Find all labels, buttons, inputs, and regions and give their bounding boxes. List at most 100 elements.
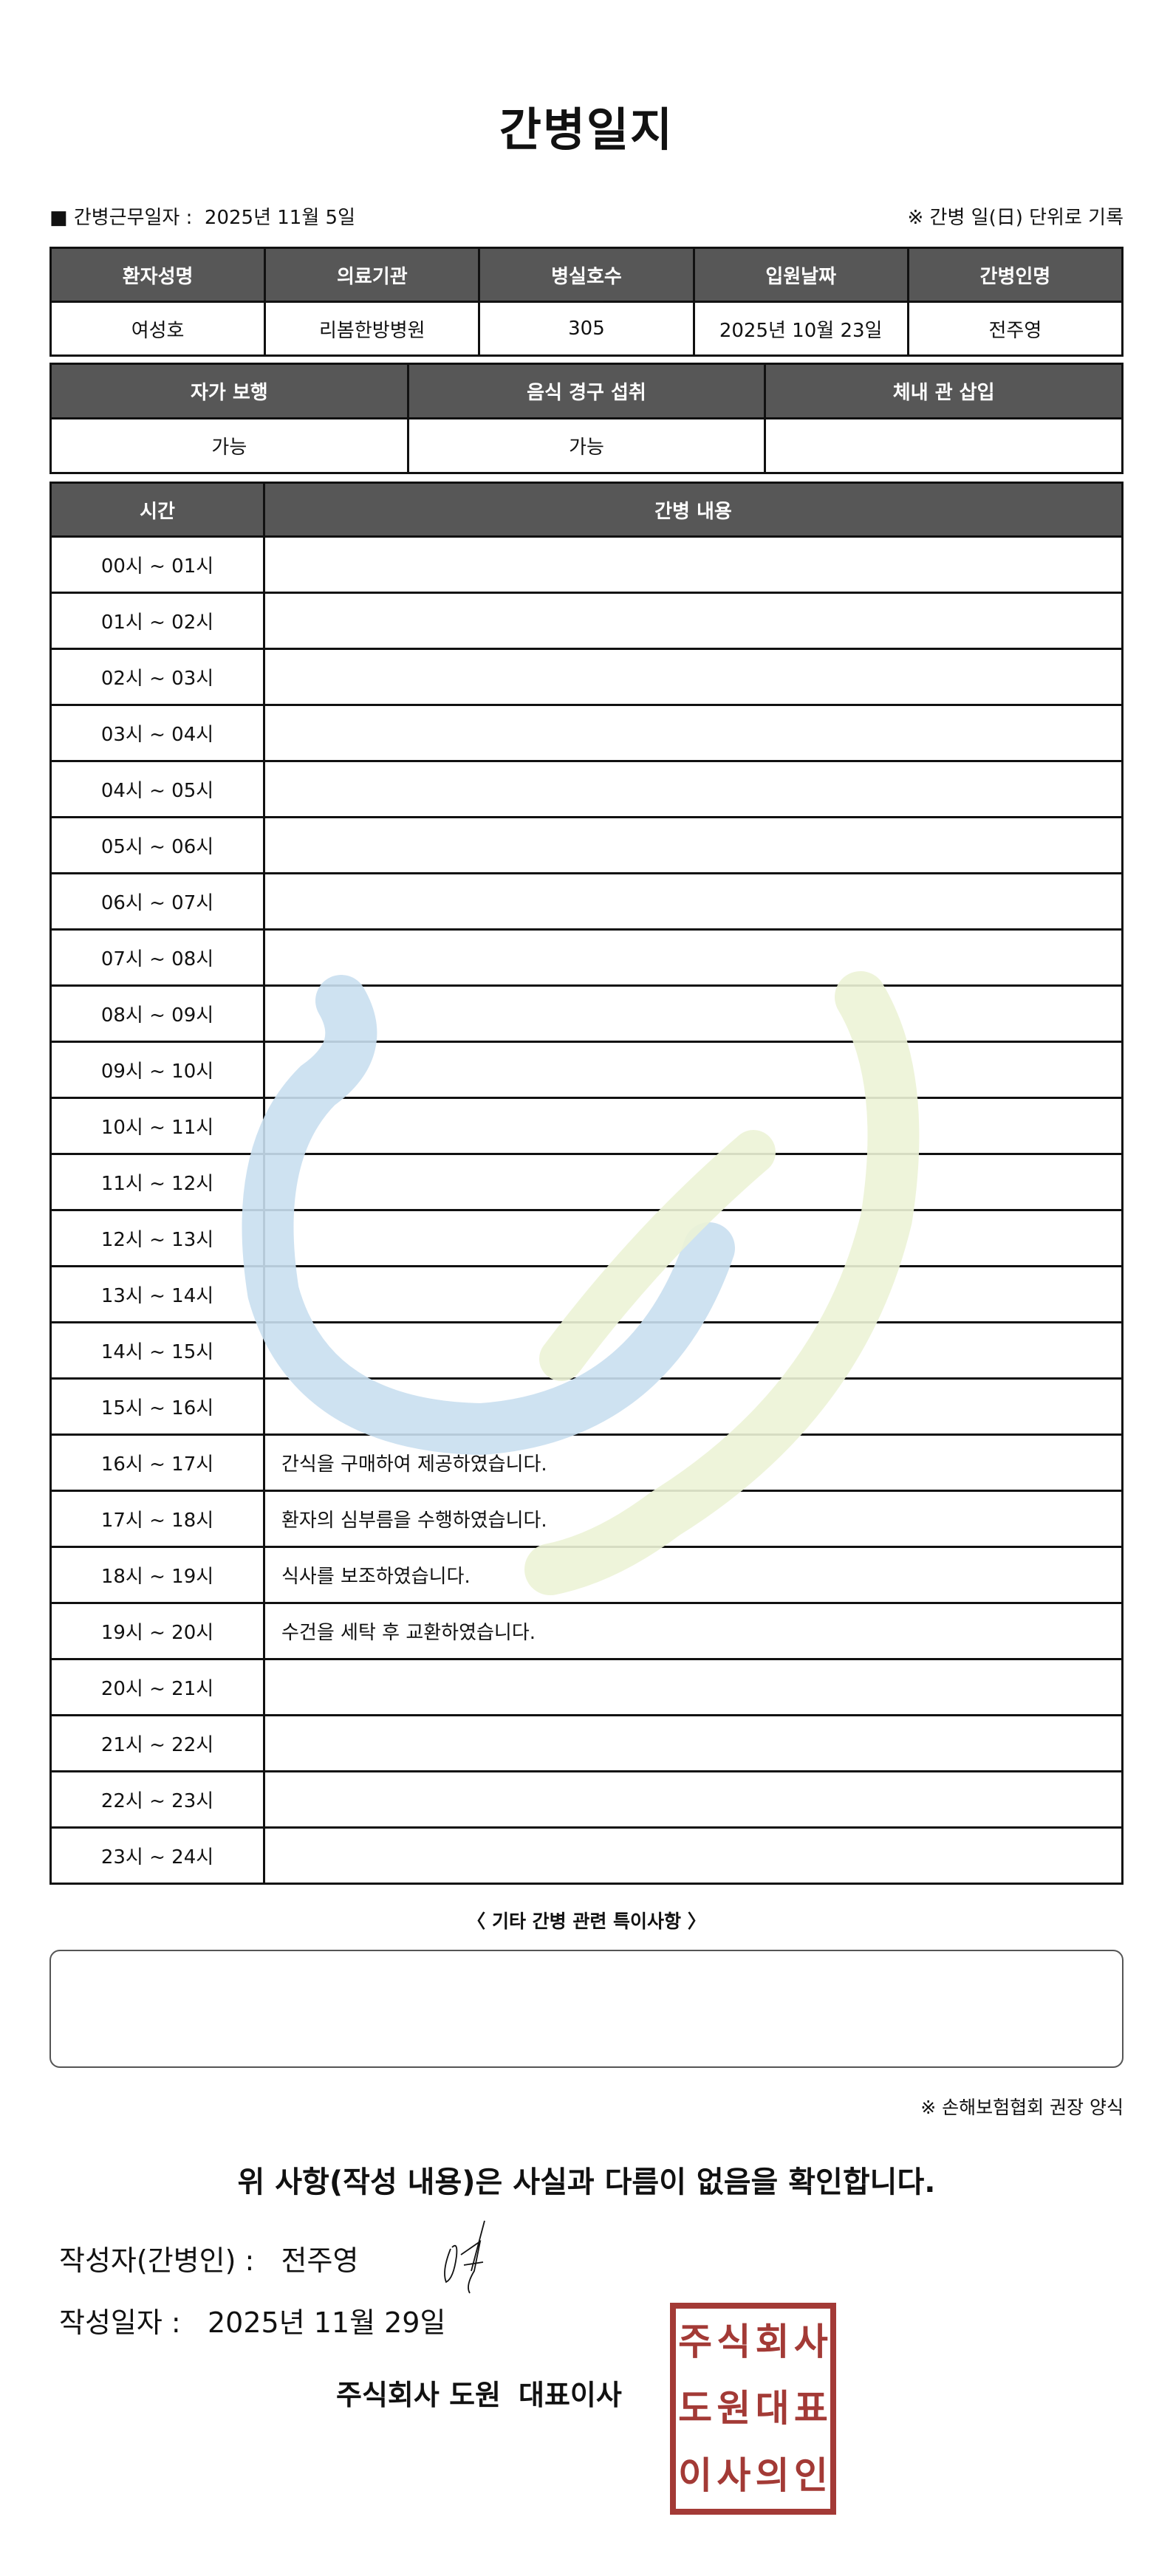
care-content[interactable] bbox=[263, 816, 1124, 874]
care-content[interactable] bbox=[263, 1265, 1124, 1323]
confirmation-statement: 위 사항(작성 내용)은 사실과 다름이 없음을 확인합니다. bbox=[237, 2165, 936, 2199]
care-log-row: 04시 ~ 05시 bbox=[49, 760, 1124, 818]
care-content[interactable] bbox=[263, 592, 1124, 650]
time-slot: 11시 ~ 12시 bbox=[49, 1153, 265, 1211]
stamp-character: 의 bbox=[755, 2453, 790, 2497]
care-content[interactable] bbox=[263, 984, 1124, 1043]
care-log-row: 06시 ~ 07시 bbox=[49, 872, 1124, 931]
oral-intake-status: 가능 bbox=[406, 417, 767, 474]
tube-status bbox=[764, 417, 1124, 474]
care-content[interactable] bbox=[263, 1153, 1124, 1211]
header-hospital: 의료기관 bbox=[264, 247, 481, 303]
stamp-character: 원 bbox=[717, 2387, 751, 2431]
care-content[interactable] bbox=[263, 1321, 1124, 1380]
header-tube: 체내 관 삽입 bbox=[764, 363, 1124, 419]
time-slot: 02시 ~ 03시 bbox=[49, 648, 265, 706]
room-number: 305 bbox=[478, 301, 695, 357]
care-content[interactable] bbox=[263, 1714, 1124, 1772]
care-log-row: 22시 ~ 23시 bbox=[49, 1770, 1124, 1829]
care-log-row: 02시 ~ 03시 bbox=[49, 648, 1124, 706]
time-slot: 19시 ~ 20시 bbox=[49, 1602, 265, 1660]
care-content[interactable] bbox=[263, 1770, 1124, 1829]
care-content[interactable] bbox=[263, 648, 1124, 706]
caregiver-name: 전주영 bbox=[906, 301, 1124, 357]
work-date-value: 2025년 11월 5일 bbox=[204, 207, 355, 229]
header-oral-intake: 음식 경구 섭취 bbox=[406, 363, 767, 419]
care-log-row: 19시 ~ 20시 수건을 세탁 후 교환하였습니다. bbox=[49, 1602, 1124, 1660]
care-log-row: 08시 ~ 09시 bbox=[49, 984, 1124, 1043]
time-slot: 14시 ~ 15시 bbox=[49, 1321, 265, 1380]
writer-name: 전주영 bbox=[281, 2244, 359, 2277]
care-log-row: 09시 ~ 10시 bbox=[49, 1041, 1124, 1099]
care-content[interactable] bbox=[263, 1209, 1124, 1267]
care-content[interactable] bbox=[263, 1041, 1124, 1099]
company-title: 대표이사 bbox=[519, 2379, 622, 2411]
admission-date: 2025년 10월 23일 bbox=[692, 301, 909, 357]
time-slot: 17시 ~ 18시 bbox=[49, 1490, 265, 1548]
stamp-character: 사 bbox=[793, 2320, 828, 2364]
care-content[interactable] bbox=[263, 872, 1124, 931]
time-slot: 20시 ~ 21시 bbox=[49, 1658, 265, 1716]
care-content[interactable] bbox=[263, 704, 1124, 762]
care-log-row: 23시 ~ 24시 bbox=[49, 1826, 1124, 1885]
care-log-row: 12시 ~ 13시 bbox=[49, 1209, 1124, 1267]
page-title: 간병일지 bbox=[499, 103, 674, 157]
patient-name: 여성호 bbox=[49, 301, 267, 357]
record-unit-note: ※ 간병 일(日) 단위로 기록 bbox=[907, 207, 1124, 229]
care-content[interactable] bbox=[263, 1658, 1124, 1716]
care-log-row: 01시 ~ 02시 bbox=[49, 592, 1124, 650]
care-content[interactable] bbox=[263, 1377, 1124, 1436]
writer-line: 작성자(간병인) : 전주영 bbox=[59, 2238, 358, 2278]
time-slot: 10시 ~ 11시 bbox=[49, 1097, 265, 1155]
status-table: 자가 보행 음식 경구 섭취 체내 관 삽입 가능 가능 bbox=[49, 363, 1124, 474]
care-log-row: 18시 ~ 19시 식사를 보조하였습니다. bbox=[49, 1546, 1124, 1604]
header-room: 병실호수 bbox=[478, 247, 695, 303]
care-log-table: 시간 간병 내용 00시 ~ 01시 01시 ~ 02시 02시 ~ 03시 03시 … bbox=[49, 482, 1124, 1885]
status-header-row: 자가 보행 음식 경구 섭취 체내 관 삽입 bbox=[49, 363, 1124, 419]
stamp-character: 사 bbox=[717, 2453, 751, 2497]
notes-title: 〈 기타 간병 관련 특이사항 〉 bbox=[467, 1911, 706, 1932]
time-slot: 07시 ~ 08시 bbox=[49, 928, 265, 987]
stamp-character: 표 bbox=[793, 2387, 828, 2431]
care-content[interactable]: 식사를 보조하였습니다. bbox=[263, 1546, 1124, 1604]
care-content[interactable] bbox=[263, 760, 1124, 818]
care-content[interactable] bbox=[263, 928, 1124, 987]
care-log-row: 10시 ~ 11시 bbox=[49, 1097, 1124, 1155]
care-log-row: 20시 ~ 21시 bbox=[49, 1658, 1124, 1716]
form-note: ※ 손해보험협회 권장 양식 bbox=[920, 2097, 1124, 2118]
care-content[interactable] bbox=[263, 535, 1124, 594]
stamp-character: 회 bbox=[755, 2320, 790, 2364]
header-patient-name: 환자성명 bbox=[49, 247, 267, 303]
care-log-row: 16시 ~ 17시 간식을 구매하여 제공하였습니다. bbox=[49, 1433, 1124, 1492]
stamp-character: 인 bbox=[793, 2453, 828, 2497]
time-slot: 15시 ~ 16시 bbox=[49, 1377, 265, 1436]
care-log-row: 11시 ~ 12시 bbox=[49, 1153, 1124, 1211]
written-date-value: 2025년 11월 29일 bbox=[207, 2306, 446, 2339]
patient-table: 환자성명 의료기관 병실호수 입원날짜 간병인명 여성호 리봄한방병원 305 … bbox=[49, 247, 1124, 357]
care-log-row: 07시 ~ 08시 bbox=[49, 928, 1124, 987]
care-content[interactable]: 간식을 구매하여 제공하였습니다. bbox=[263, 1433, 1124, 1492]
care-log-row: 21시 ~ 22시 bbox=[49, 1714, 1124, 1772]
care-content[interactable]: 수건을 세탁 후 교환하였습니다. bbox=[263, 1602, 1124, 1660]
stamp-character: 대 bbox=[755, 2387, 790, 2431]
care-content[interactable] bbox=[263, 1826, 1124, 1885]
stamp-character: 이 bbox=[678, 2453, 713, 2497]
care-log-row: 15시 ~ 16시 bbox=[49, 1377, 1124, 1436]
time-slot: 13시 ~ 14시 bbox=[49, 1265, 265, 1323]
time-slot: 06시 ~ 07시 bbox=[49, 872, 265, 931]
care-content[interactable]: 환자의 심부름을 수행하였습니다. bbox=[263, 1490, 1124, 1548]
care-log-row: 03시 ~ 04시 bbox=[49, 704, 1124, 762]
notes-box[interactable] bbox=[49, 1950, 1124, 2068]
signature bbox=[444, 2220, 485, 2294]
header-time: 시간 bbox=[49, 482, 265, 538]
time-slot: 01시 ~ 02시 bbox=[49, 592, 265, 650]
header-admission-date: 입원날짜 bbox=[692, 247, 909, 303]
time-slot: 05시 ~ 06시 bbox=[49, 816, 265, 874]
writer-label: 작성자(간병인) : bbox=[59, 2244, 255, 2277]
care-log-row: 17시 ~ 18시 환자의 심부름을 수행하였습니다. bbox=[49, 1490, 1124, 1548]
patient-value-row: 여성호 리봄한방병원 305 2025년 10월 23일 전주영 bbox=[49, 301, 1124, 357]
patient-header-row: 환자성명 의료기관 병실호수 입원날짜 간병인명 bbox=[49, 247, 1124, 303]
header-caregiver: 간병인명 bbox=[906, 247, 1124, 303]
care-content[interactable] bbox=[263, 1097, 1124, 1155]
